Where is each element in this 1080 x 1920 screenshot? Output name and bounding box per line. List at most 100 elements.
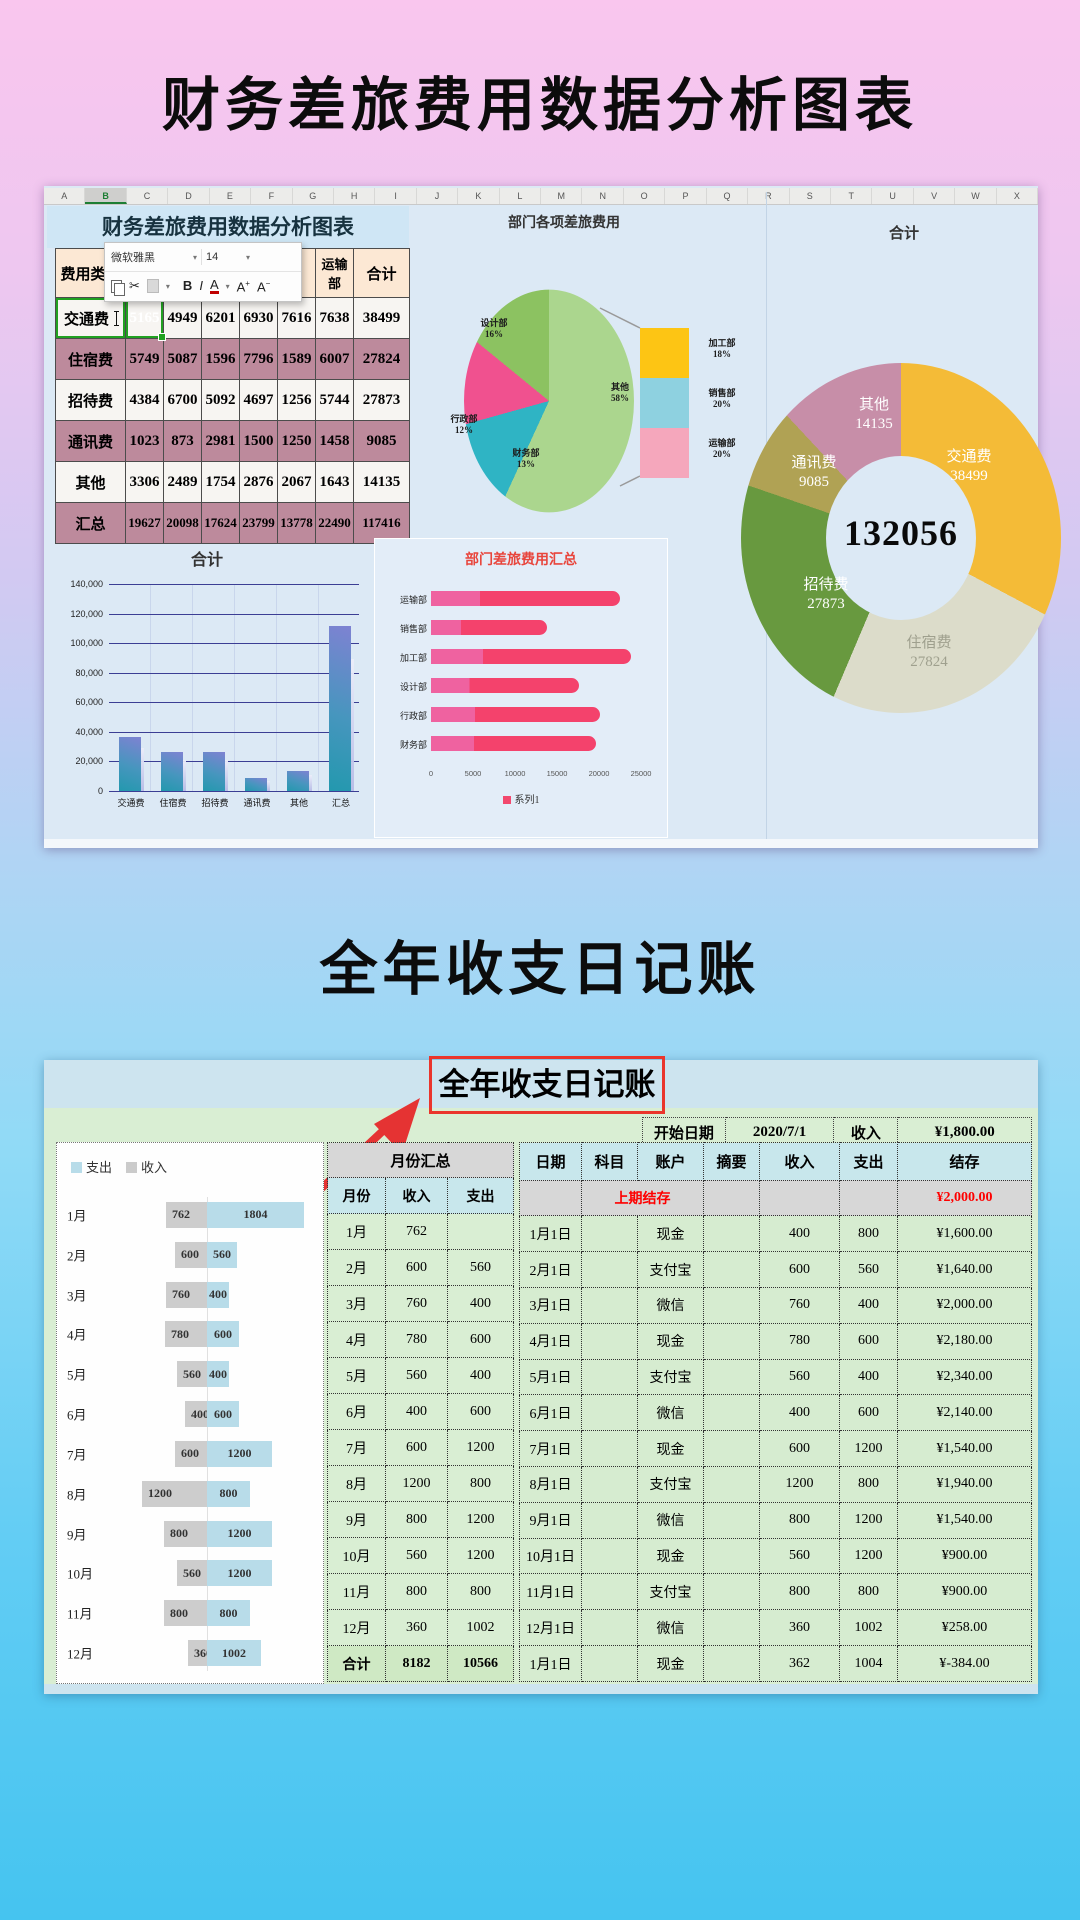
- cell[interactable]: 11月1日: [519, 1573, 582, 1611]
- cell[interactable]: 通讯费: [55, 420, 126, 462]
- cell[interactable]: 1596: [201, 338, 240, 380]
- italic-button[interactable]: I: [199, 278, 203, 293]
- cell[interactable]: 现金: [637, 1537, 704, 1575]
- cell[interactable]: 400: [759, 1215, 840, 1253]
- cell[interactable]: 收入: [759, 1142, 840, 1181]
- cell[interactable]: 1月: [327, 1213, 386, 1250]
- column-header[interactable]: C: [127, 188, 169, 204]
- cell[interactable]: [581, 1358, 638, 1396]
- column-header[interactable]: J: [417, 188, 459, 204]
- cell[interactable]: 780: [385, 1321, 448, 1358]
- cell[interactable]: 800: [839, 1215, 898, 1253]
- cell[interactable]: 12月1日: [519, 1609, 582, 1647]
- cell[interactable]: 600: [759, 1251, 840, 1288]
- cell[interactable]: 10月1日: [519, 1537, 582, 1575]
- cell[interactable]: 5744: [315, 379, 354, 421]
- cell[interactable]: 1458: [315, 420, 354, 462]
- cell[interactable]: 4月: [327, 1321, 386, 1358]
- column-header[interactable]: L: [500, 188, 542, 204]
- cell[interactable]: 4949: [163, 297, 202, 339]
- cell[interactable]: 摘要: [703, 1142, 760, 1181]
- cell[interactable]: 5749: [125, 338, 164, 380]
- cell[interactable]: 7月: [327, 1429, 386, 1466]
- cell[interactable]: 1月1日: [519, 1645, 582, 1682]
- cell[interactable]: 19627: [125, 502, 164, 544]
- cell[interactable]: 400: [446, 1285, 515, 1322]
- cell[interactable]: 6月1日: [519, 1394, 582, 1432]
- cell[interactable]: 招待费: [55, 379, 126, 421]
- cell[interactable]: 1月1日: [519, 1215, 582, 1253]
- cell[interactable]: 117416: [353, 502, 410, 544]
- cell[interactable]: 1002: [446, 1609, 515, 1646]
- cell[interactable]: 6月: [327, 1393, 386, 1430]
- cell[interactable]: 2981: [201, 420, 240, 462]
- cell[interactable]: 600: [839, 1322, 898, 1360]
- cell[interactable]: 400: [839, 1286, 898, 1324]
- cell[interactable]: 1200: [446, 1501, 515, 1538]
- cell[interactable]: ¥-384.00: [897, 1645, 1032, 1682]
- cell[interactable]: [703, 1645, 760, 1682]
- cell[interactable]: 400: [446, 1357, 515, 1394]
- column-header[interactable]: G: [293, 188, 334, 204]
- cell[interactable]: 运输部: [315, 248, 354, 298]
- cut-icon[interactable]: ✂: [129, 278, 140, 293]
- cell[interactable]: 600: [839, 1394, 898, 1432]
- column-header[interactable]: P: [665, 188, 707, 204]
- cell[interactable]: 月份: [327, 1177, 386, 1214]
- cell[interactable]: [581, 1501, 638, 1539]
- cell[interactable]: 1256: [277, 379, 316, 421]
- cell[interactable]: [703, 1394, 760, 1432]
- bold-button[interactable]: B: [182, 278, 193, 293]
- cell[interactable]: 5月1日: [519, 1358, 582, 1396]
- cell[interactable]: 760: [385, 1285, 448, 1322]
- cell[interactable]: 支付宝: [637, 1573, 704, 1611]
- cell[interactable]: 800: [839, 1573, 898, 1611]
- column-header[interactable]: H: [334, 188, 376, 204]
- cell[interactable]: 现金: [637, 1322, 704, 1360]
- cell[interactable]: 3月: [327, 1285, 386, 1322]
- column-header[interactable]: R: [748, 188, 790, 204]
- cell[interactable]: [703, 1179, 760, 1217]
- cell[interactable]: [703, 1358, 760, 1396]
- column-header[interactable]: Q: [707, 188, 749, 204]
- cell[interactable]: 合计: [353, 248, 410, 298]
- cell[interactable]: 760: [759, 1286, 840, 1324]
- cell[interactable]: 微信: [637, 1501, 704, 1539]
- cell[interactable]: 现金: [637, 1645, 704, 1682]
- cell[interactable]: 38499: [353, 297, 410, 339]
- column-header[interactable]: I: [375, 188, 417, 204]
- cell[interactable]: 2月1日: [519, 1251, 582, 1288]
- cell[interactable]: 1200: [759, 1466, 840, 1503]
- font-name-dropdown[interactable]: 微软雅黑 ▾: [111, 249, 202, 265]
- cell[interactable]: ¥2,000.00: [897, 1179, 1032, 1217]
- cell[interactable]: [519, 1179, 582, 1217]
- cell[interactable]: [839, 1179, 898, 1217]
- cell[interactable]: 800: [385, 1501, 448, 1538]
- cell[interactable]: 600: [446, 1393, 515, 1430]
- cell[interactable]: 1200: [839, 1430, 898, 1468]
- cell[interactable]: 收入: [385, 1177, 448, 1214]
- cell[interactable]: [581, 1215, 638, 1253]
- cell[interactable]: [581, 1573, 638, 1611]
- column-header[interactable]: A: [44, 188, 86, 204]
- column-header[interactable]: V: [914, 188, 956, 204]
- cell[interactable]: 10月: [327, 1537, 386, 1574]
- cell[interactable]: 800: [385, 1573, 448, 1610]
- font-color-button[interactable]: A: [209, 276, 219, 294]
- cell[interactable]: 2月: [327, 1249, 386, 1286]
- copy-icon[interactable]: [111, 279, 125, 296]
- cell[interactable]: [581, 1537, 638, 1575]
- cell[interactable]: 账户: [637, 1142, 704, 1181]
- cell[interactable]: 5月: [327, 1357, 386, 1394]
- column-header[interactable]: X: [997, 188, 1039, 204]
- cell[interactable]: 400: [759, 1394, 840, 1432]
- cell[interactable]: [581, 1286, 638, 1324]
- cell[interactable]: [759, 1179, 840, 1217]
- cell[interactable]: ¥2,180.00: [897, 1322, 1032, 1360]
- cell[interactable]: 1250: [277, 420, 316, 462]
- cell[interactable]: [581, 1466, 638, 1503]
- cell[interactable]: 1643: [315, 461, 354, 503]
- cell[interactable]: [703, 1286, 760, 1324]
- cell[interactable]: [581, 1251, 638, 1288]
- cell[interactable]: ¥900.00: [897, 1573, 1032, 1611]
